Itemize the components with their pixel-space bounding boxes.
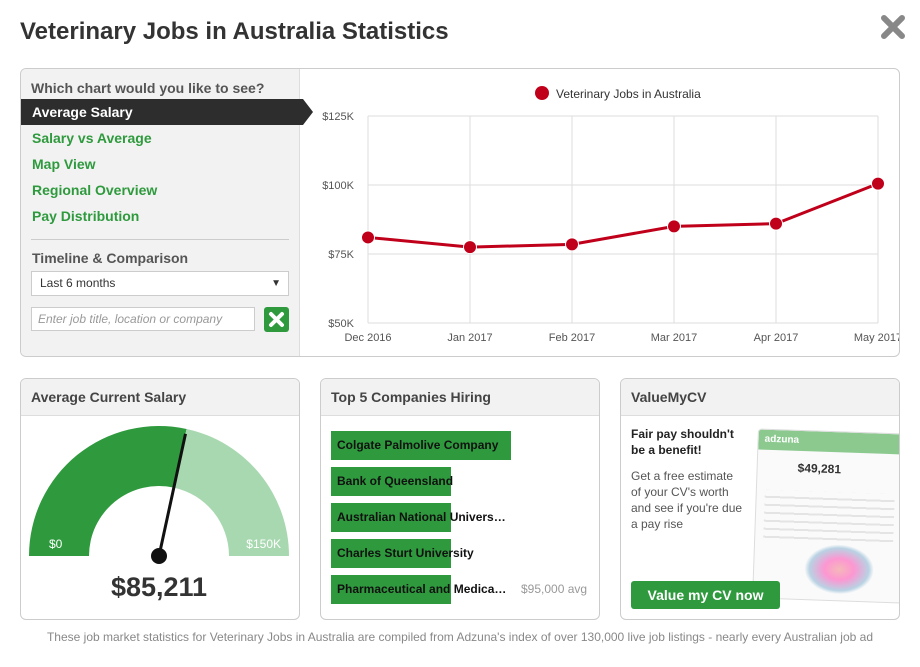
- gauge-needle: [157, 433, 187, 557]
- y-tick-label: $125K: [322, 111, 354, 123]
- menu-item-pay-distribution[interactable]: Pay Distribution: [32, 208, 140, 224]
- company-bar[interactable]: [331, 575, 451, 604]
- gauge-max-label: $150K: [246, 537, 281, 551]
- y-tick-label: $75K: [328, 249, 354, 261]
- compare-input[interactable]: Enter job title, location or company: [31, 307, 255, 331]
- salary-line-chart: $50K $75K $100K $125K Dec 2016 Jan 2017 Feb 20…: [322, 86, 899, 344]
- company-bar[interactable]: [331, 539, 451, 568]
- cv-preview-wordcloud: [803, 543, 875, 596]
- value-my-cv-title: ValueMyCV: [621, 379, 899, 416]
- menu-item-map-view[interactable]: Map View: [32, 156, 96, 172]
- data-point[interactable]: [667, 219, 681, 234]
- salary-gauge: $0 $150K $85,211: [29, 425, 289, 602]
- x-tick-label: Dec 2016: [344, 332, 391, 344]
- x-tick-label: Mar 2017: [651, 332, 697, 344]
- top-companies-title: Top 5 Companies Hiring: [321, 379, 599, 416]
- close-icon[interactable]: [880, 14, 906, 40]
- cv-preview: adzuna $49,281: [752, 428, 899, 604]
- gauge-remaining-arc: [173, 428, 289, 556]
- menu-item-average-salary[interactable]: Average Salary: [21, 99, 313, 125]
- x-tick-label: Jan 2017: [447, 332, 492, 344]
- company-average-salary: $95,000 avg: [521, 582, 588, 596]
- gauge-filled-arc: [29, 425, 187, 556]
- company-name[interactable]: Australian National Univers…: [337, 510, 506, 524]
- gauge-pivot: [151, 548, 167, 564]
- x-tick-label: May 2017: [854, 332, 899, 344]
- company-name[interactable]: Colgate Palmolive Company: [337, 438, 499, 452]
- gauge-min-label: $0: [49, 537, 63, 551]
- page-title: Veterinary Jobs in Australia Statistics: [20, 18, 449, 45]
- data-point[interactable]: [565, 237, 579, 252]
- x-tick-label: Apr 2017: [754, 332, 799, 344]
- legend-marker: [535, 86, 549, 100]
- data-point[interactable]: [463, 240, 477, 255]
- footer-note: These job market statistics for Veterina…: [46, 630, 874, 644]
- chart-question: Which chart would you like to see?: [31, 80, 265, 96]
- company-name[interactable]: Charles Sturt University: [337, 546, 474, 560]
- company-bar[interactable]: [331, 467, 451, 496]
- data-point[interactable]: [769, 216, 783, 231]
- company-bar[interactable]: [331, 503, 451, 532]
- series-line: [367, 182, 879, 249]
- average-salary-card: Average Current Salary $0 $150K $85,211: [20, 378, 300, 620]
- top-companies-card: Top 5 Companies Hiring Colgate Palmolive…: [320, 378, 600, 620]
- clear-x-icon: [269, 312, 284, 327]
- timeline-select[interactable]: Last 6 months ▼: [31, 271, 289, 296]
- value-my-cv-card: ValueMyCV Fair pay shouldn't be a benefi…: [620, 378, 900, 620]
- cv-preview-value: $49,281: [797, 460, 842, 477]
- divider: [31, 239, 289, 240]
- adzuna-logo: adzuna: [764, 433, 800, 446]
- company-name[interactable]: Bank of Queensland: [337, 474, 454, 488]
- timeline-label: Timeline & Comparison: [32, 250, 189, 266]
- dropdown-arrow-icon: ▼: [271, 278, 281, 289]
- company-name[interactable]: Pharmaceutical and Medica…: [337, 582, 507, 596]
- cv-preview-header: adzuna: [758, 429, 899, 455]
- timeline-value: Last 6 months: [40, 276, 116, 290]
- average-salary-title: Average Current Salary: [21, 379, 299, 416]
- legend-label: Veterinary Jobs in Australia: [556, 87, 701, 101]
- x-tick-label: Feb 2017: [549, 332, 595, 344]
- chart-panel: Which chart would you like to see? Avera…: [20, 68, 900, 357]
- chart-menu: Average Salary Salary vs Average Map Vie…: [21, 99, 313, 229]
- chart-selector: Which chart would you like to see? Avera…: [21, 69, 313, 356]
- average-salary-value: $85,211: [111, 572, 207, 602]
- clear-button[interactable]: [264, 307, 289, 332]
- y-tick-label: $50K: [328, 318, 354, 330]
- y-tick-label: $100K: [322, 180, 354, 192]
- value-my-cv-button[interactable]: Value my CV now: [631, 581, 780, 609]
- data-point[interactable]: [361, 230, 375, 245]
- menu-item-salary-vs-average[interactable]: Salary vs Average: [32, 130, 152, 146]
- plot-area: [368, 116, 878, 323]
- cv-description: Get a free estimate of your CV's worth a…: [631, 469, 743, 531]
- data-point[interactable]: [871, 176, 885, 191]
- company-bar[interactable]: [331, 431, 511, 460]
- cv-heading: Fair pay shouldn't be a benefit!: [631, 427, 734, 457]
- cv-preview-lines: [763, 489, 895, 545]
- menu-item-regional-overview[interactable]: Regional Overview: [32, 182, 158, 198]
